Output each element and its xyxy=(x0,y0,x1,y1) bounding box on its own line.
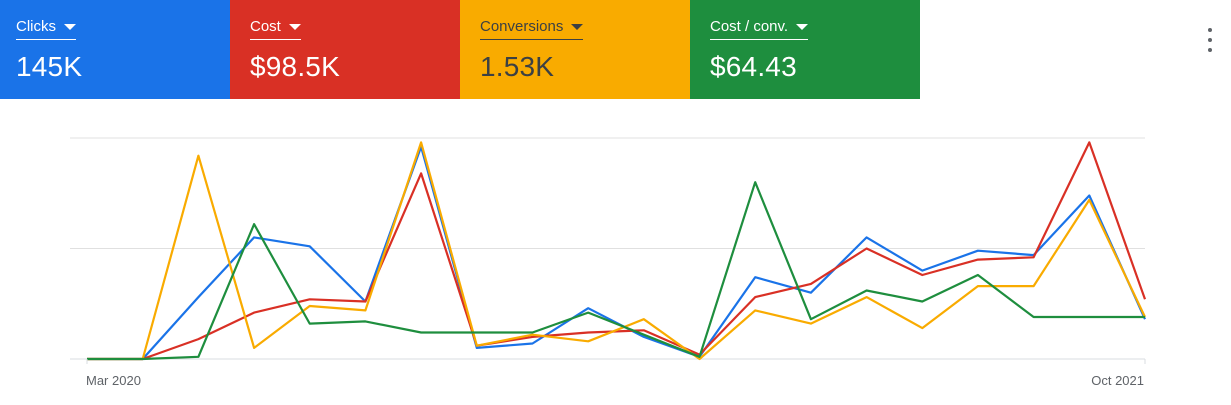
tile-clicks-dropdown[interactable]: Clicks xyxy=(16,18,76,40)
tile-cost-value: $98.5K xyxy=(250,51,340,82)
chart-grid xyxy=(70,137,1145,360)
metric-tiles: Clicks 145K Cost $98.5K Conversions 1.53… xyxy=(0,0,920,99)
tile-cost-per-conv[interactable]: Cost / conv. $64.43 xyxy=(690,0,920,99)
more-dot xyxy=(1208,38,1212,42)
tile-cost[interactable]: Cost $98.5K xyxy=(230,0,460,99)
caret-down-icon xyxy=(288,24,301,30)
caret-down-icon xyxy=(796,24,809,30)
tile-cost-per-conv-dropdown[interactable]: Cost / conv. xyxy=(710,18,809,40)
tile-conversions-label: Conversions xyxy=(480,18,564,35)
tile-cost-dropdown[interactable]: Cost xyxy=(250,18,301,40)
more-vert-icon[interactable] xyxy=(1203,28,1217,52)
tile-conversions-dropdown[interactable]: Conversions xyxy=(480,18,584,40)
tile-cost-per-conv-label: Cost / conv. xyxy=(710,18,789,35)
series-line-cost-per-conv xyxy=(87,181,1145,361)
tile-cost-per-conv-value: $64.43 xyxy=(710,51,797,82)
series-line-conversions xyxy=(87,141,1146,361)
tile-clicks-value: 145K xyxy=(16,51,83,82)
caret-down-icon xyxy=(64,24,76,30)
tile-clicks-label: Clicks xyxy=(16,18,56,35)
tile-conversions[interactable]: Conversions 1.53K xyxy=(460,0,690,99)
x-tick-label-start: Mar 2020 xyxy=(86,373,141,388)
tile-clicks[interactable]: Clicks 145K xyxy=(0,0,230,99)
more-dot xyxy=(1208,28,1212,32)
x-tick-label-end: Oct 2021 xyxy=(1091,373,1144,388)
chart-lines xyxy=(87,141,1147,361)
performance-chart: Mar 2020 Oct 2021 xyxy=(70,137,1147,388)
series-line-clicks xyxy=(87,145,1147,361)
tile-cost-label: Cost xyxy=(250,18,281,35)
tile-conversions-value: 1.53K xyxy=(480,51,555,82)
chart-x-axis: Mar 2020 Oct 2021 xyxy=(86,359,1146,388)
caret-down-icon xyxy=(571,24,584,30)
more-dot xyxy=(1208,48,1212,52)
